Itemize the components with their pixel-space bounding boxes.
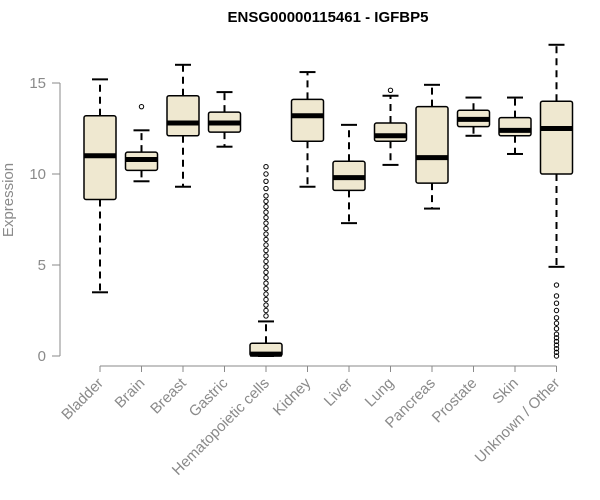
outlier-point-12 [263, 247, 269, 254]
box-1 [124, 103, 159, 183]
outlier-point-9 [553, 315, 560, 321]
outlier-point-24 [263, 178, 269, 184]
outlier-point-8 [263, 269, 269, 275]
x-tick-label-6: Liver [321, 375, 356, 410]
outlier-point-3 [553, 342, 560, 348]
outlier-point-21 [263, 198, 269, 205]
x-tick-label-7: Lung [362, 375, 398, 411]
box-6 [332, 123, 366, 225]
box-11 [539, 43, 574, 359]
y-tick-label-1: 5 [38, 257, 46, 274]
outlier-point-0 [138, 103, 145, 110]
outlier-point-13 [263, 242, 269, 248]
outlier-point-0 [263, 313, 269, 319]
outlier-point-0 [553, 353, 560, 359]
outlier-point-3 [263, 296, 269, 303]
iqr-box [498, 116, 532, 137]
outlier-point-18 [263, 214, 269, 221]
outlier-point-7 [553, 326, 560, 332]
outlier-point-16 [263, 225, 269, 232]
outlier-point-23 [263, 185, 269, 192]
outlier-point-26 [263, 164, 269, 170]
y-tick-label-3: 15 [29, 75, 46, 92]
box-10 [498, 96, 532, 155]
outlier-point-5 [553, 335, 560, 341]
x-tick-label-10: Skin [489, 375, 522, 408]
outlier-point-22 [263, 193, 269, 199]
y-axis: 0 5 10 15 [29, 75, 61, 365]
outlier-point-0 [387, 87, 394, 93]
box-3 [207, 91, 242, 148]
box-0 [83, 78, 117, 294]
chart-title: ENSG00000115461 - IGFBP5 [228, 9, 429, 26]
outlier-point-12 [553, 293, 560, 299]
box-5 [290, 71, 325, 188]
outlier-point-14 [263, 236, 269, 243]
outlier-point-2 [263, 302, 269, 308]
boxes-group [83, 43, 574, 359]
x-tick-label-9: Prostate [429, 375, 481, 427]
outlier-point-7 [263, 275, 269, 281]
x-tick-label-2: Breast [147, 374, 190, 417]
outlier-point-1 [263, 307, 269, 314]
x-tick-label-0: Bladder [58, 375, 107, 424]
outlier-point-19 [263, 209, 269, 215]
y-axis-label: Expression [0, 163, 17, 237]
outlier-point-13 [553, 282, 560, 288]
iqr-box [290, 98, 325, 142]
outlier-point-8 [553, 320, 560, 326]
outlier-point-11 [553, 300, 560, 306]
iqr-box [415, 105, 449, 184]
outlier-point-6 [553, 331, 560, 337]
outlier-point-17 [263, 220, 269, 226]
outlier-point-9 [263, 264, 269, 270]
box-4 [249, 164, 283, 357]
box-2 [166, 63, 200, 188]
y-tick-label-2: 10 [29, 166, 46, 183]
x-tick-label-1: Brain [112, 375, 149, 412]
outlier-point-25 [263, 171, 269, 177]
outlier-point-6 [263, 280, 269, 286]
box-7 [373, 87, 408, 166]
y-tick-label-0: 0 [38, 348, 46, 365]
outlier-point-4 [263, 291, 269, 297]
iqr-box [539, 100, 574, 175]
box-9 [456, 96, 491, 137]
x-tick-label-5: Kidney [270, 374, 315, 419]
outlier-point-11 [263, 253, 269, 259]
outlier-point-1 [553, 349, 560, 356]
outlier-point-20 [263, 204, 269, 210]
outlier-point-10 [263, 258, 269, 265]
iqr-box [166, 94, 200, 137]
box-8 [415, 83, 449, 210]
outlier-point-15 [263, 231, 269, 237]
iqr-box [373, 122, 408, 142]
outlier-point-10 [553, 307, 560, 314]
outlier-point-2 [553, 346, 560, 352]
outlier-point-5 [263, 285, 269, 292]
outlier-point-4 [553, 338, 560, 345]
